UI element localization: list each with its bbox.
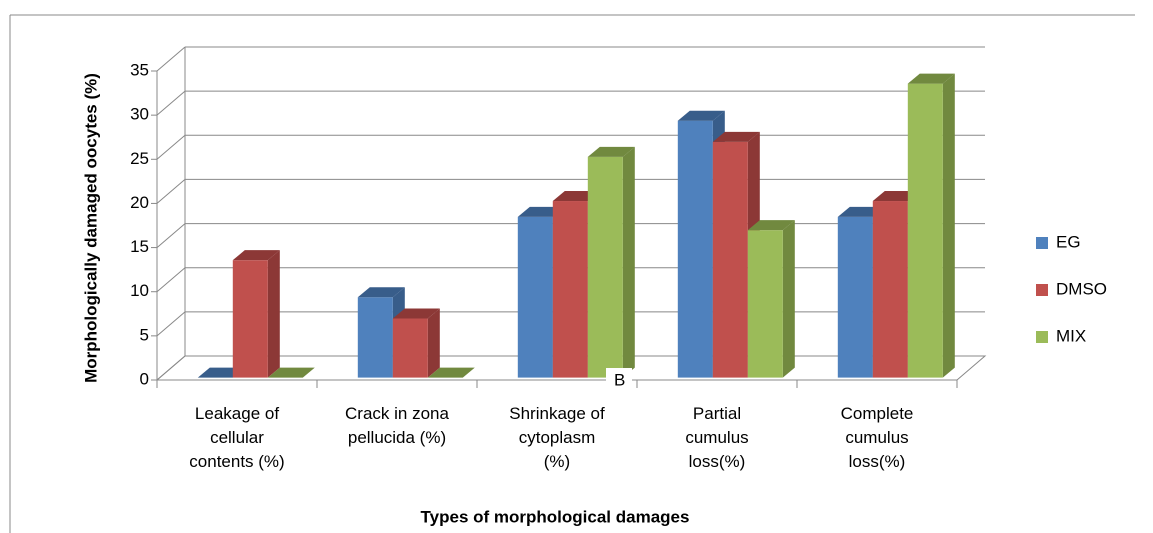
y-tick-label: 0	[140, 369, 149, 388]
bar	[837, 216, 873, 378]
bar	[907, 83, 943, 378]
bar-side	[427, 308, 440, 378]
legend-swatch	[1036, 284, 1048, 296]
bar-top	[267, 367, 315, 378]
bar-top	[747, 220, 795, 231]
annotation-box	[606, 368, 632, 394]
bar-top	[712, 131, 760, 142]
x-tick-label: Shrinkage of cytoplasm (%)	[509, 404, 605, 471]
y-axis-title: Morphologically damaged oocytes (%)	[81, 73, 100, 383]
x-tick-label: Crack in zona pellucida (%)	[345, 404, 449, 447]
bar-top	[392, 308, 440, 319]
legend-label: MIX	[1056, 326, 1086, 345]
annotation: B	[614, 370, 625, 389]
bar-side	[622, 146, 635, 378]
bar-top	[427, 367, 475, 378]
y-tick-label: 20	[130, 193, 149, 212]
bar	[677, 120, 713, 378]
y-tick-label: 15	[130, 237, 149, 256]
bar-top	[357, 287, 405, 298]
legend-swatch	[1036, 237, 1048, 249]
y-tick-label: 5	[140, 325, 149, 344]
grid-line	[156, 179, 186, 204]
x-axis-title: Types of morphological damages	[421, 507, 690, 526]
bar-top	[677, 110, 725, 121]
x-tick-label: Partial cumulus loss(%)	[685, 404, 749, 471]
grid-line	[156, 90, 186, 116]
bar	[552, 201, 588, 378]
bar	[872, 201, 908, 378]
grid-line	[156, 134, 186, 160]
legend-swatch	[1036, 331, 1048, 343]
y-tick-label: 25	[130, 149, 149, 168]
bar	[392, 318, 428, 378]
bar-side	[782, 220, 795, 378]
bar-side	[267, 250, 280, 378]
x-tick-label: Complete cumulus loss(%)	[840, 404, 914, 471]
y-tick-label: 10	[130, 281, 149, 300]
bar	[747, 230, 783, 378]
y-tick-label: 35	[130, 60, 149, 79]
y-tick-label: 30	[130, 105, 149, 124]
grid-line	[156, 46, 186, 72]
grid-line	[156, 223, 186, 248]
bar	[587, 156, 623, 378]
bar	[712, 141, 748, 378]
bar-top	[587, 146, 635, 157]
legend-label: DMSO	[1056, 279, 1107, 298]
grid-line	[156, 311, 186, 337]
bar-top	[907, 73, 955, 84]
grid-line	[156, 355, 186, 381]
bar	[517, 216, 553, 378]
grid-line	[156, 267, 186, 293]
bar-top	[232, 250, 280, 261]
legend-label: EG	[1056, 232, 1081, 251]
bar-side	[942, 73, 955, 378]
x-tick-label: Leakage of cellular contents (%)	[189, 404, 285, 471]
bar	[232, 260, 268, 378]
bar	[357, 297, 393, 378]
